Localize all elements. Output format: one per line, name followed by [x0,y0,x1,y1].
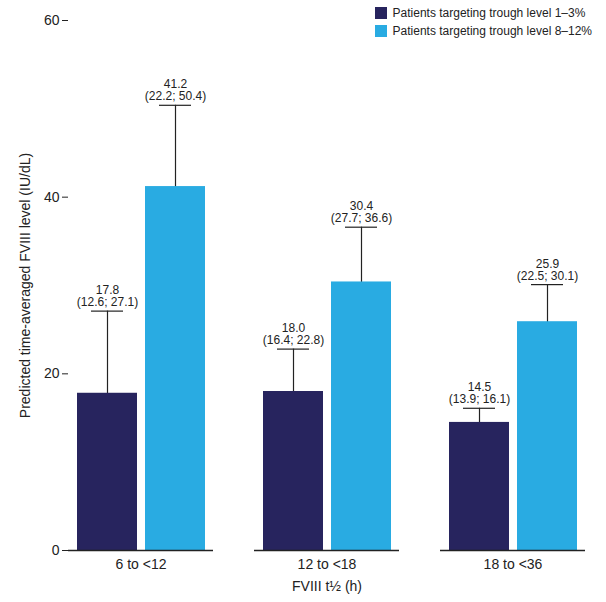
svg-text:Predicted time-averaged FVIII: Predicted time-averaged FVIII level (IU/… [17,153,33,418]
html-text:Patients targeting trough leve: Patients targeting trough level 1–3% [392,6,586,20]
svg-text:17.8(12.6; 27.1): 17.8(12.6; 27.1) [77,283,138,309]
svg-text:0: 0 [52,542,60,558]
svg-text:60: 60 [44,12,60,28]
svg-text:41.2(22.2; 50.4): 41.2(22.2; 50.4) [145,77,206,103]
svg-text:6 to <12: 6 to <12 [116,556,167,572]
svg-text:18.0(16.4; 22.8): 18.0(16.4; 22.8) [263,321,324,347]
svg-text:30.4(27.7; 36.6): 30.4(27.7; 36.6) [331,199,392,225]
svg-text:12 to <18: 12 to <18 [298,556,357,572]
svg-text:18 to <36: 18 to <36 [484,556,543,572]
svg-text:14.5(13.9; 16.1): 14.5(13.9; 16.1) [449,380,510,406]
svg-text:25.9(22.5; 30.1): 25.9(22.5; 30.1) [517,257,578,283]
svg-text:40: 40 [44,189,60,205]
html-text:Patients targeting trough leve: Patients targeting trough level 8–12% [392,24,592,38]
svg-text:FVIII t½ (h): FVIII t½ (h) [292,578,362,594]
svg-text:20: 20 [44,365,60,381]
